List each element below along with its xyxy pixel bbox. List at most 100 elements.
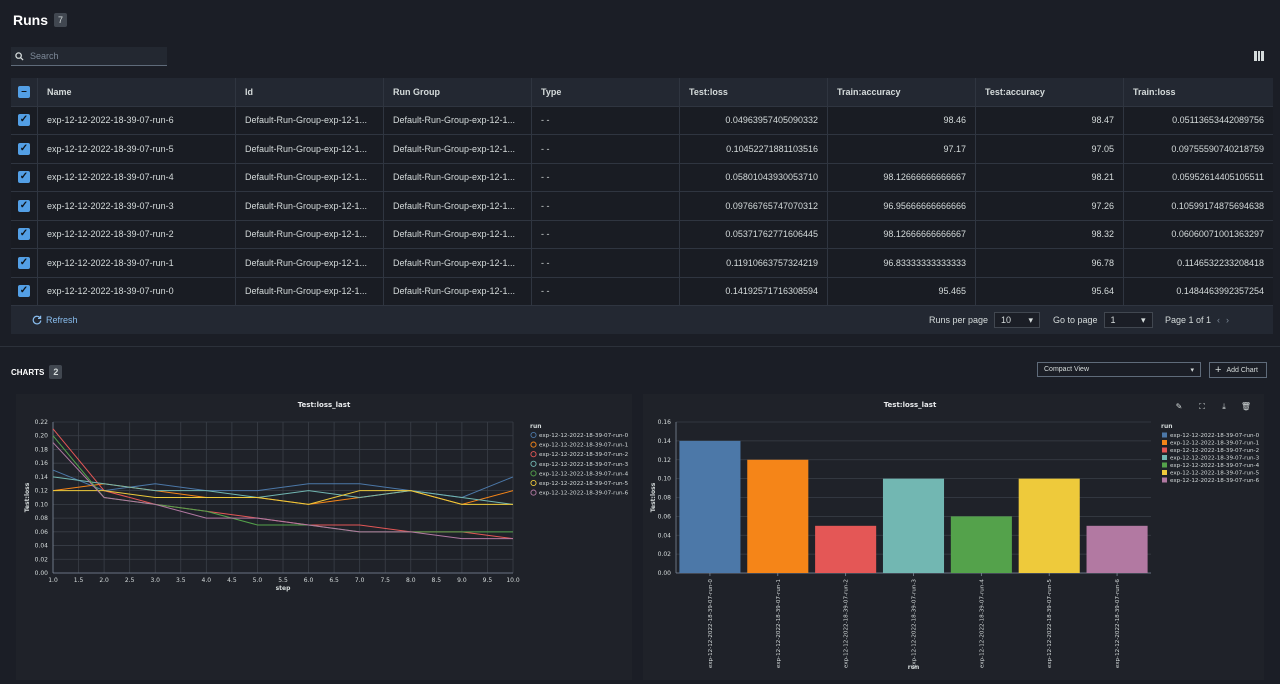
cell-id: Default-Run-Group-exp-12-1... (236, 163, 384, 191)
row-checkbox[interactable]: ✓ (18, 228, 30, 241)
table-row[interactable]: ✓ exp-12-12-2022-18-39-07-run-2 Default-Ru… (11, 220, 1273, 249)
x-tick-label: 6.5 (329, 577, 339, 584)
select-all-cell[interactable]: – (11, 78, 38, 106)
table-row[interactable]: ✓ exp-12-12-2022-18-39-07-run-5 Default-Ru… (11, 135, 1273, 164)
prev-page-icon[interactable]: ‹ (1217, 315, 1221, 325)
y-tick-label: 0.10 (658, 476, 672, 483)
row-select-cell[interactable]: ✓ (11, 163, 38, 191)
row-checkbox[interactable]: ✓ (18, 285, 30, 298)
column-header-train-accuracy[interactable]: Train:accuracy (828, 78, 976, 106)
add-chart-button[interactable]: + Add Chart (1209, 362, 1267, 378)
table-row[interactable]: ✓ exp-12-12-2022-18-39-07-run-4 Default-Ru… (11, 163, 1273, 192)
x-tick-label: 6.0 (304, 577, 314, 584)
page-title: Runs (13, 12, 48, 28)
x-tick-label: 9.0 (457, 577, 467, 584)
legend-label: exp-12-12-2022-18-39-07-run-0 (539, 433, 629, 439)
chart-view-select[interactable]: Compact View ▾ (1037, 362, 1201, 377)
chart-title: Test:loss_last (298, 401, 351, 409)
download-icon[interactable]: ⤓ (1222, 402, 1226, 411)
search-box[interactable] (11, 47, 167, 66)
row-checkbox[interactable]: ✓ (18, 256, 30, 269)
chart-title: Test:loss_last (884, 401, 937, 409)
column-header-name[interactable]: Name (38, 78, 236, 106)
x-tick-label: 8.0 (406, 577, 416, 584)
pagination: Page 1 of 1 ‹ › (1165, 315, 1229, 325)
legend-label: exp-12-12-2022-18-39-07-run-5 (1170, 471, 1260, 477)
row-select-cell[interactable]: ✓ (11, 249, 38, 277)
legend-label: exp-12-12-2022-18-39-07-run-3 (1170, 456, 1260, 462)
cell-name: exp-12-12-2022-18-39-07-run-4 (38, 163, 236, 191)
section-divider (0, 346, 1280, 347)
y-tick-label: 0.06 (658, 513, 672, 520)
line-chart: Test:loss_last 0.00 0.02 0.04 0.06 0.08 0.10 0.… (24, 401, 629, 592)
x-tick-label: exp-12-12-2022-18-39-07-run-2 (844, 579, 850, 668)
columns-preferences-icon[interactable] (1254, 51, 1264, 61)
cell-type: - - (532, 106, 680, 134)
cell-run-group: Default-Run-Group-exp-12-1... (384, 135, 532, 163)
y-tick-label: 0.04 (658, 532, 672, 539)
row-select-cell[interactable]: ✓ (11, 277, 38, 305)
y-axis-label: Test:loss (24, 482, 31, 512)
legend-marker (530, 489, 537, 496)
row-checkbox[interactable]: ✓ (18, 142, 30, 155)
column-header-test-loss[interactable]: Test:loss (680, 78, 828, 106)
column-header-run-group[interactable]: Run Group (384, 78, 532, 106)
cell-test-accuracy: 97.05 (976, 135, 1124, 163)
row-checkbox[interactable]: ✓ (18, 199, 30, 212)
add-chart-label: Add Chart (1226, 366, 1258, 374)
x-tick-label: 7.0 (355, 577, 365, 584)
column-header-type[interactable]: Type (532, 78, 680, 106)
x-tick-label: exp-12-12-2022-18-39-07-run-3 (912, 579, 918, 669)
legend-marker (1162, 440, 1167, 445)
cell-test-loss: 0.05371762771606445 (680, 220, 828, 248)
page-info: Page 1 of 1 (1165, 315, 1212, 325)
row-select-cell[interactable]: ✓ (11, 220, 38, 248)
table-row[interactable]: ✓ exp-12-12-2022-18-39-07-run-1 Default-Ru… (11, 249, 1273, 278)
y-tick-label: 0.02 (35, 556, 49, 563)
cell-name: exp-12-12-2022-18-39-07-run-1 (38, 249, 236, 277)
row-checkbox[interactable]: ✓ (18, 171, 30, 184)
go-to-page-select[interactable]: 1 ▾ (1103, 312, 1153, 328)
legend-marker (1162, 432, 1167, 438)
table-row[interactable]: ✓ exp-12-12-2022-18-39-07-run-3 Default-Ru… (11, 192, 1273, 221)
row-select-cell[interactable]: ✓ (11, 192, 38, 220)
column-header-test-accuracy[interactable]: Test:accuracy (976, 78, 1124, 106)
x-tick-label: 7.5 (380, 577, 390, 584)
bar-run-6 (1086, 525, 1148, 573)
y-tick-label: 0.00 (35, 570, 49, 577)
cell-id: Default-Run-Group-exp-12-1... (236, 277, 384, 305)
table-footer: Refresh Runs per page 10 ▾ Go to page 1 … (11, 307, 1273, 334)
cell-train-loss: 0.1484463992357254 (1176, 286, 1264, 297)
search-input[interactable] (30, 51, 160, 61)
table-row[interactable]: ✓ exp-12-12-2022-18-39-07-run-6 Default-Ru… (11, 106, 1273, 135)
y-tick-label: 0.12 (658, 457, 672, 464)
cell-test-loss: 0.04963957405090332 (680, 106, 828, 134)
bar-run-1 (747, 459, 809, 573)
bar-run-2 (815, 525, 877, 573)
legend-label: exp-12-12-2022-18-39-07-run-6 (1170, 478, 1260, 484)
cell-train-loss: 0.09755590740218759 (1171, 143, 1264, 154)
column-header-id[interactable]: Id (236, 78, 384, 106)
delete-icon[interactable]: 🗑 (1241, 402, 1251, 411)
row-checkbox[interactable]: ✓ (18, 114, 30, 127)
plus-icon: + (1215, 364, 1222, 376)
next-page-icon[interactable]: › (1226, 315, 1230, 325)
cell-test-loss: 0.11910663757324219 (680, 249, 828, 277)
runs-per-page-select[interactable]: 10 ▾ (994, 312, 1041, 328)
edit-icon[interactable]: ✎ (1176, 402, 1183, 411)
runs-per-page-label: Runs per page (929, 315, 989, 325)
x-tick-label: 3.0 (150, 577, 160, 584)
go-to-page-label: Go to page (1053, 315, 1098, 325)
fullscreen-icon[interactable]: ⛶ (1198, 402, 1205, 411)
row-select-cell[interactable]: ✓ (11, 106, 38, 134)
bar-run-5 (1018, 478, 1080, 573)
select-all-checkbox[interactable]: – (18, 85, 30, 98)
cell-train-accuracy: 98.12666666666667 (828, 163, 976, 191)
legend-marker (530, 470, 537, 477)
table-row[interactable]: ✓ exp-12-12-2022-18-39-07-run-0 Default-Ru… (11, 277, 1273, 306)
column-header-train-loss[interactable]: Train:loss (1133, 86, 1176, 97)
charts-header: CHARTS 2 (11, 365, 63, 379)
row-select-cell[interactable]: ✓ (11, 135, 38, 163)
refresh-button[interactable]: Refresh (32, 315, 78, 325)
cell-id: Default-Run-Group-exp-12-1... (236, 220, 384, 248)
